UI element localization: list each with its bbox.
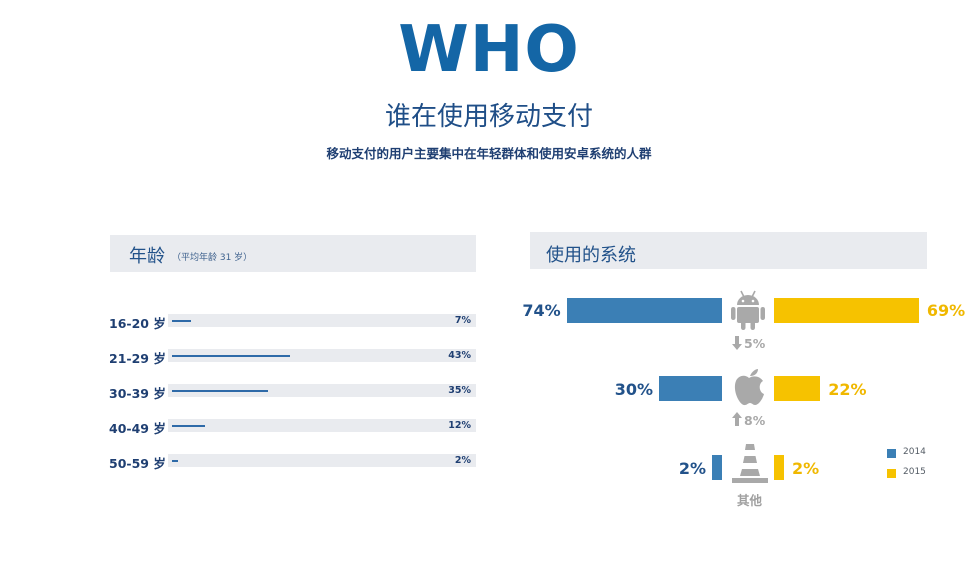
age-value-label: 35% bbox=[448, 385, 471, 396]
age-row: 50-59 岁 2% bbox=[109, 453, 476, 471]
age-label: 40-49 岁 bbox=[109, 421, 166, 436]
os-bar-2014 bbox=[566, 298, 722, 323]
age-bar bbox=[172, 390, 268, 392]
age-label: 30-39 岁 bbox=[109, 386, 166, 401]
other-label: 其他 bbox=[737, 493, 763, 508]
os-value-2014: 74% bbox=[522, 301, 561, 320]
os-value-2015: 2% bbox=[792, 459, 820, 478]
legend-label: 2015 bbox=[903, 467, 926, 477]
age-row: 16-20 岁 7% bbox=[109, 313, 476, 331]
age-row: 30-39 岁 35% bbox=[109, 383, 476, 401]
os-bar-2015 bbox=[774, 455, 784, 480]
os-value-2014: 2% bbox=[678, 459, 706, 478]
legend-swatch bbox=[887, 469, 896, 478]
os-bar-2014 bbox=[712, 455, 722, 480]
android-icon bbox=[731, 290, 765, 330]
age-bar bbox=[172, 425, 205, 427]
page-tagline: 移动支付的用户主要集中在年轻群体和使用安卓系统的人群 bbox=[326, 146, 652, 161]
os-panel-title: 使用的系统 bbox=[546, 245, 636, 266]
age-value-label: 43% bbox=[448, 350, 471, 361]
age-value-label: 2% bbox=[454, 455, 471, 466]
age-value-label: 12% bbox=[448, 420, 471, 431]
os-value-2015: 69% bbox=[926, 301, 966, 320]
age-bar bbox=[172, 355, 290, 357]
age-panel-title: 年龄 bbox=[129, 246, 165, 267]
os-value-2015: 22% bbox=[828, 380, 867, 399]
age-panel-note: （平均年龄 31 岁） bbox=[172, 253, 253, 263]
age-bar-track: 2% bbox=[168, 454, 476, 467]
os-bar-2015 bbox=[774, 298, 919, 323]
os-value-2014: 30% bbox=[614, 380, 653, 399]
age-bar-track: 7% bbox=[168, 314, 476, 327]
age-panel-header: 年龄 （平均年龄 31 岁） bbox=[110, 235, 476, 272]
cone-icon bbox=[732, 444, 768, 483]
change-label: 8% bbox=[744, 413, 766, 428]
age-bar-track: 35% bbox=[168, 384, 476, 397]
apple-icon bbox=[734, 369, 764, 406]
os-bar-2014 bbox=[659, 376, 722, 401]
age-label: 16-20 岁 bbox=[109, 316, 166, 331]
age-bar bbox=[172, 320, 192, 322]
page-subtitle: 谁在使用移动支付 bbox=[384, 102, 593, 132]
age-label: 50-59 岁 bbox=[109, 456, 166, 471]
age-row: 21-29 岁 43% bbox=[109, 348, 476, 366]
change-label: 5% bbox=[744, 336, 766, 351]
arrow-down-icon bbox=[732, 336, 742, 350]
legend-swatch bbox=[887, 449, 896, 458]
age-bar-track: 43% bbox=[168, 349, 476, 362]
os-panel-header: 使用的系统 bbox=[530, 232, 927, 269]
age-bar bbox=[172, 460, 178, 462]
arrow-up-icon bbox=[732, 412, 742, 426]
age-label: 21-29 岁 bbox=[109, 351, 166, 366]
page-title: WHO bbox=[398, 13, 580, 87]
legend-label: 2014 bbox=[903, 447, 926, 457]
age-bar-track: 12% bbox=[168, 419, 476, 432]
os-bar-2015 bbox=[774, 376, 821, 401]
age-value-label: 7% bbox=[454, 315, 471, 326]
age-row: 40-49 岁 12% bbox=[109, 418, 476, 436]
